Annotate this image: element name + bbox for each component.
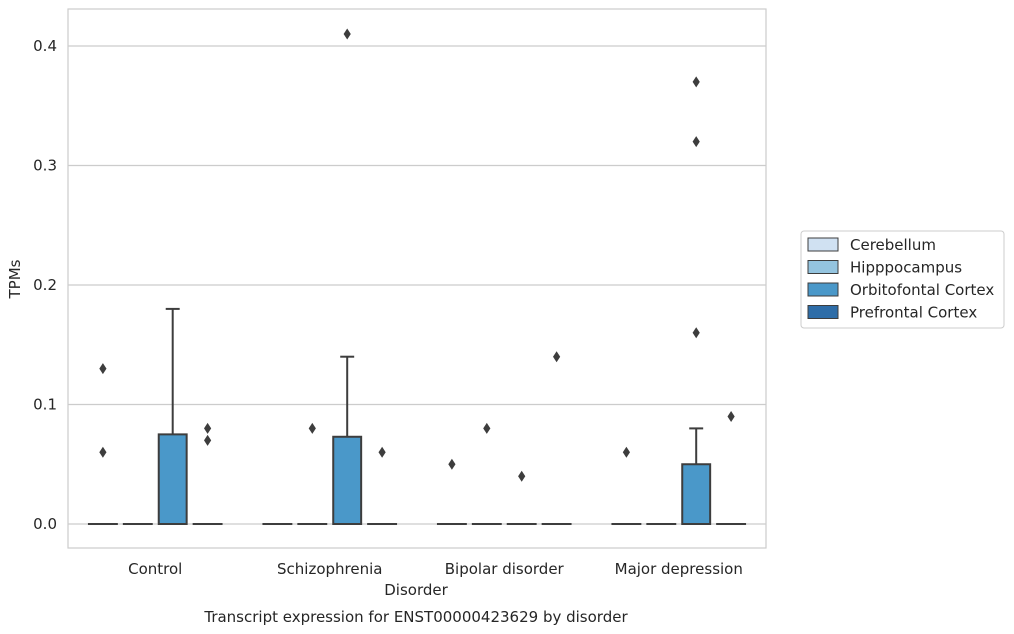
- box-3-2: [541, 351, 572, 526]
- box-body: [681, 463, 712, 525]
- y-axis-ticks: 0.0 0.1 0.2 0.3 0.4: [33, 37, 57, 533]
- box-3-3: [716, 410, 747, 526]
- outlier-point: [343, 28, 351, 40]
- legend-frame: [800, 230, 1005, 329]
- outlier-point: [622, 446, 630, 458]
- box-1-2: [471, 422, 502, 526]
- legend: Cerebellum Hipppocampus Orbitofontal Corte…: [800, 230, 1005, 329]
- legend-label: Hipppocampus: [850, 259, 962, 277]
- x-axis-ticks: Control Schizophrenia Bipolar disorder Majo…: [128, 560, 743, 578]
- legend-swatch: [807, 237, 839, 252]
- plot-frame: [67, 8, 767, 549]
- x-axis-label: Disorder: [384, 581, 448, 599]
- outlier-point: [204, 422, 212, 434]
- legend-label: Cerebellum: [850, 236, 936, 254]
- chart-title: Transcript expression for ENST0000042362…: [203, 608, 628, 626]
- box-1-1: [297, 422, 328, 526]
- outlier-point: [99, 446, 107, 458]
- box-body: [157, 433, 188, 525]
- y-tick-label: 0.1: [33, 396, 57, 414]
- outlier-point: [518, 470, 526, 482]
- y-tick-label: 0.4: [33, 37, 57, 55]
- y-axis-label: TPMs: [6, 259, 24, 299]
- y-tick-label: 0.0: [33, 515, 57, 533]
- legend-swatch: [807, 282, 839, 297]
- outlier-point: [692, 76, 700, 88]
- box-2-2: [506, 470, 537, 526]
- box-3-0: [192, 422, 223, 526]
- box-0-0: [87, 363, 118, 526]
- outlier-point: [692, 136, 700, 148]
- outlier-point: [727, 410, 735, 422]
- legend-item: Orbitofontal Cortex: [807, 281, 994, 299]
- y-tick-label: 0.3: [33, 157, 57, 175]
- legend-label: Orbitofontal Cortex: [850, 281, 994, 299]
- outlier-point: [378, 446, 386, 458]
- box-3-1: [367, 446, 398, 526]
- legend-item: Hipppocampus: [807, 259, 962, 277]
- outlier-point: [308, 422, 316, 434]
- box-2-0: [157, 307, 188, 525]
- outlier-point: [483, 422, 491, 434]
- y-tick-label: 0.2: [33, 276, 57, 294]
- x-tick-label: Major depression: [615, 560, 743, 578]
- x-tick-label: Bipolar disorder: [445, 560, 565, 578]
- x-tick-label: Control: [128, 560, 182, 578]
- outlier-point: [204, 434, 212, 446]
- outlier-point: [448, 458, 456, 470]
- legend-swatch: [807, 260, 839, 274]
- outlier-point: [692, 327, 700, 339]
- legend-label: Prefrontal Cortex: [850, 304, 977, 322]
- box-0-2: [436, 458, 467, 526]
- outlier-point: [553, 351, 561, 363]
- box-2-3: [681, 76, 712, 525]
- outlier-point: [99, 363, 107, 375]
- box-body: [332, 435, 363, 526]
- box-plots: [87, 28, 747, 526]
- legend-swatch: [807, 305, 839, 319]
- legend-item: Prefrontal Cortex: [807, 304, 977, 322]
- legend-item: Cerebellum: [807, 236, 936, 254]
- x-tick-label: Schizophrenia: [277, 560, 382, 578]
- box-0-3: [611, 446, 642, 526]
- box-2-1: [332, 28, 363, 526]
